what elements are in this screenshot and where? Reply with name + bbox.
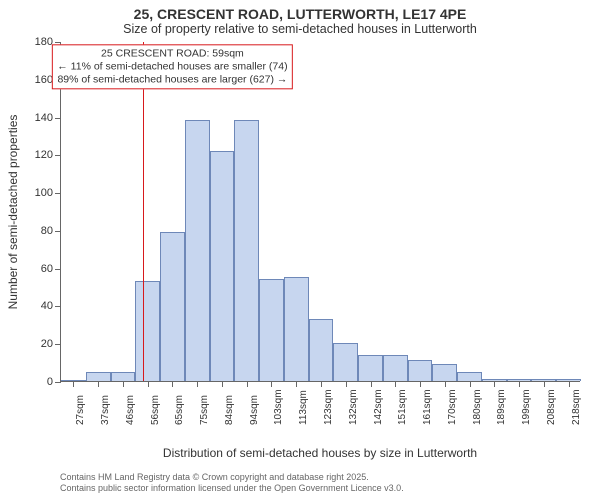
footer-attribution: Contains HM Land Registry data © Crown c… [60,472,404,494]
x-tick [247,381,248,387]
x-tick [420,381,421,387]
x-tick-label: 151sqm [397,389,408,425]
chart-area: Number of semi-detached properties 02040… [60,42,580,422]
histogram-bar [185,120,210,381]
histogram-bar [86,372,111,381]
footer-line: Contains public sector information licen… [60,483,404,494]
x-tick [197,381,198,387]
histogram-bar [210,151,235,381]
histogram-bar [259,279,284,381]
x-tick [148,381,149,387]
y-tick-label: 40 [41,300,61,312]
x-tick [98,381,99,387]
y-tick-label: 120 [35,149,61,161]
x-tick [395,381,396,387]
x-tick-label: 180sqm [472,389,483,425]
x-tick-label: 37sqm [100,395,111,425]
x-tick-label: 170sqm [447,389,458,425]
x-tick-label: 189sqm [496,389,507,425]
x-axis-label: Distribution of semi-detached houses by … [60,446,580,460]
x-tick [470,381,471,387]
reference-line [143,42,144,381]
x-tick [172,381,173,387]
histogram-bar [358,355,383,381]
x-tick-label: 65sqm [174,395,185,425]
x-tick [346,381,347,387]
x-tick [296,381,297,387]
annotation-line: 25 CRESCENT ROAD: 59sqm [57,47,287,60]
x-tick-label: 161sqm [422,389,433,425]
y-axis-label: Number of semi-detached properties [6,114,20,309]
y-tick-label: 100 [35,187,61,199]
x-tick-label: 75sqm [199,395,210,425]
x-tick [494,381,495,387]
x-tick-label: 132sqm [348,389,359,425]
x-tick [519,381,520,387]
y-tick-label: 140 [35,112,61,124]
x-tick [445,381,446,387]
x-tick-label: 208sqm [546,389,557,425]
histogram-bar [408,360,433,381]
x-tick [371,381,372,387]
x-tick-label: 27sqm [75,395,86,425]
x-tick [222,381,223,387]
x-tick-label: 103sqm [273,389,284,425]
x-tick-label: 84sqm [224,395,235,425]
footer-line: Contains HM Land Registry data © Crown c… [60,472,404,483]
page-title: 25, CRESCENT ROAD, LUTTERWORTH, LE17 4PE [0,0,600,22]
x-tick-label: 199sqm [521,389,532,425]
x-tick-label: 46sqm [125,395,136,425]
x-tick-label: 56sqm [150,395,161,425]
histogram-bar [457,372,482,381]
x-tick-label: 94sqm [249,395,260,425]
x-tick-label: 123sqm [323,389,334,425]
y-tick-label: 80 [41,225,61,237]
histogram-bar [284,277,309,381]
y-tick-label: 0 [47,376,61,388]
histogram-bar [309,319,334,381]
plot-region: Number of semi-detached properties 02040… [60,42,580,382]
histogram-bar [234,120,259,381]
x-tick [544,381,545,387]
x-tick-label: 142sqm [373,389,384,425]
y-tick-label: 20 [41,338,61,350]
x-tick-label: 218sqm [571,389,582,425]
annotation-line: ← 11% of semi-detached houses are smalle… [57,60,287,73]
histogram-bar [383,355,408,381]
y-tick-label: 60 [41,263,61,275]
x-tick [569,381,570,387]
page-subtitle: Size of property relative to semi-detach… [0,22,600,38]
histogram-bar [111,372,136,381]
x-tick [73,381,74,387]
histogram-bar [160,232,185,381]
annotation-box: 25 CRESCENT ROAD: 59sqm← 11% of semi-det… [52,44,292,89]
histogram-bar [333,343,358,381]
annotation-line: 89% of semi-detached houses are larger (… [57,73,287,86]
x-tick [321,381,322,387]
x-tick-label: 113sqm [298,390,309,425]
histogram-bar [432,364,457,381]
x-tick [123,381,124,387]
histogram-bar [135,281,160,381]
x-tick [271,381,272,387]
